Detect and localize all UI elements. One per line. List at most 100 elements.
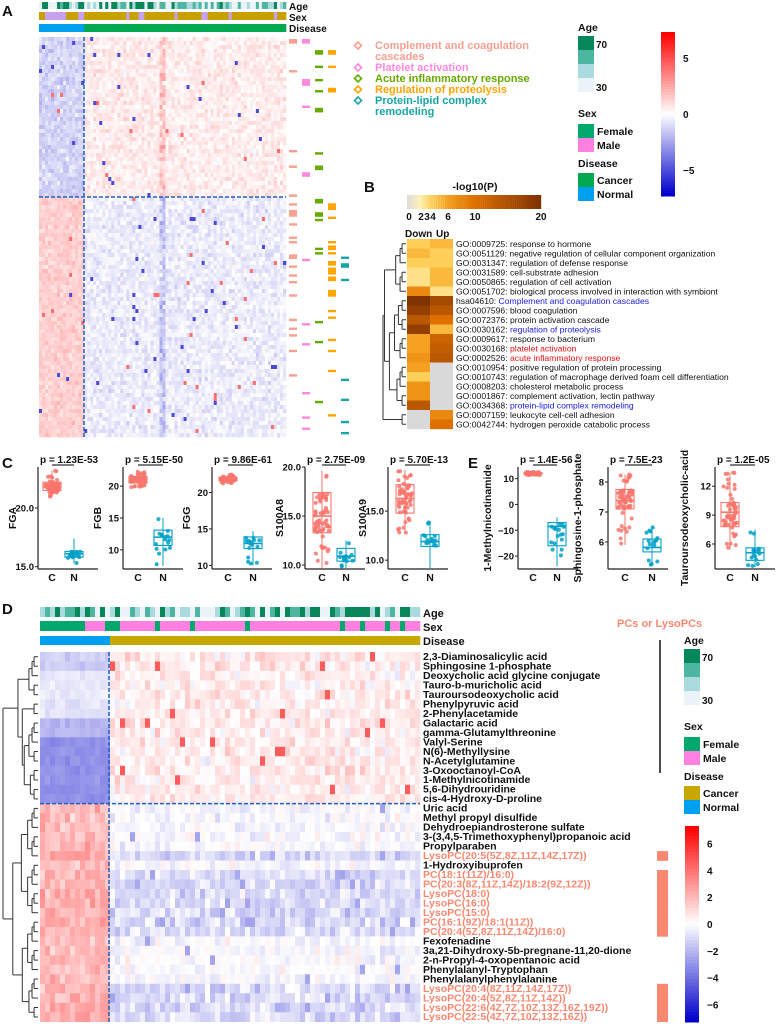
heatmap-a-cell <box>66 133 70 138</box>
heatmap-a-cell <box>234 133 239 138</box>
heatmap-a-cell <box>165 257 169 262</box>
heatmap-a-cell <box>54 233 58 238</box>
heatmap-a-cell <box>120 61 124 66</box>
heatmap-a-cell <box>213 233 218 238</box>
heatmap-a-cell <box>135 209 139 214</box>
heatmap-a-cell <box>219 197 224 202</box>
heatmap-a-cell <box>204 149 208 154</box>
heatmap-a-cell <box>267 45 272 50</box>
heatmap-a-cell <box>216 249 221 254</box>
heatmap-a-cell <box>99 49 103 54</box>
heatmap-a-cell <box>102 181 106 186</box>
heatmap-a-cell <box>243 45 248 50</box>
heatmap-a-cell <box>180 185 184 190</box>
heatmap-a-cell <box>138 161 142 166</box>
heatmap-a-cell <box>93 189 97 194</box>
heatmap-a-cell <box>168 149 172 154</box>
heatmap-a-cell <box>114 181 118 186</box>
heatmap-a-cell <box>255 105 260 110</box>
heatmap-a-cell <box>216 145 221 150</box>
heatmap-a-cell <box>45 237 49 242</box>
heatmap-a-cell <box>96 213 100 218</box>
heatmap-a-cell <box>123 177 127 182</box>
heatmap-a-cell <box>69 61 73 66</box>
heatmap-a-cell <box>60 77 64 82</box>
heatmap-a-cell <box>51 129 55 134</box>
heatmap-a-cell <box>153 221 157 226</box>
heatmap-a-cell <box>162 241 166 246</box>
heatmap-a-cell <box>39 101 43 106</box>
heatmap-a-cell <box>60 53 64 58</box>
heatmap-a-cell <box>66 197 70 202</box>
heatmap-a-cell <box>168 113 172 118</box>
heatmap-a-cell <box>186 213 190 218</box>
heatmap-a-cell <box>72 133 76 138</box>
heatmap-a-cell <box>186 165 190 170</box>
disease-annotation-cell <box>219 24 224 32</box>
heatmap-a-cell <box>174 141 178 146</box>
heatmap-a-cell <box>81 137 85 142</box>
heatmap-a-cell <box>111 237 115 242</box>
heatmap-a-cell <box>45 189 49 194</box>
heatmap-a-cell <box>177 49 181 54</box>
heatmap-a-cell <box>72 145 76 150</box>
heatmap-a-cell <box>279 189 284 194</box>
heatmap-a-cell <box>210 245 215 250</box>
heatmap-a-cell <box>255 253 260 258</box>
heatmap-a-cell <box>177 53 181 58</box>
heatmap-a-cell <box>198 153 202 158</box>
heatmap-a-cell <box>237 101 242 106</box>
heatmap-a-cell <box>282 129 287 134</box>
heatmap-a-cell <box>216 169 221 174</box>
heatmap-a-cell <box>72 173 76 178</box>
heatmap-a-cell <box>48 261 52 266</box>
heatmap-a-cell <box>198 117 202 122</box>
heatmap-a-cell <box>75 169 79 174</box>
heatmap-a-cell <box>228 93 233 98</box>
heatmap-a-cell <box>282 225 287 230</box>
heatmap-a-cell <box>111 141 115 146</box>
heatmap-a-cell <box>261 253 266 258</box>
heatmap-a-cell <box>183 185 187 190</box>
heatmap-a-cell <box>99 53 103 58</box>
heatmap-a-cell <box>93 49 97 54</box>
heatmap-a-cell <box>156 257 160 262</box>
heatmap-a-cell <box>45 121 49 126</box>
heatmap-a-cell <box>72 65 76 70</box>
heatmap-a-cell <box>81 89 85 94</box>
sex-annotation-cell <box>276 12 281 20</box>
heatmap-a-cell <box>273 121 278 126</box>
heatmap-a-cell <box>135 77 139 82</box>
heatmap-a-cell <box>168 265 172 270</box>
heatmap-a-cell <box>48 265 52 270</box>
heatmap-a-cell <box>135 185 139 190</box>
heatmap-a-cell <box>84 137 88 142</box>
heatmap-a-cell <box>132 261 136 266</box>
age-annotation-cell <box>174 2 178 9</box>
heatmap-a-cell <box>132 161 136 166</box>
heatmap-a-cell <box>135 245 139 250</box>
heatmap-a-cell <box>261 221 266 226</box>
heatmap-a-cell <box>213 205 218 210</box>
heatmap-a-cell <box>90 149 94 154</box>
heatmap-a-cell <box>210 45 215 50</box>
heatmap-a-cell <box>276 85 281 90</box>
heatmap-a-cell <box>120 185 124 190</box>
heatmap-a-cell <box>144 205 148 210</box>
heatmap-a-cell <box>189 193 193 198</box>
heatmap-a-cell <box>231 253 236 258</box>
heatmap-a-cell <box>93 213 97 218</box>
heatmap-a-cell <box>48 229 52 234</box>
heatmap-a-cell <box>243 113 248 118</box>
heatmap-a-cell <box>150 73 154 78</box>
heatmap-a-cell <box>159 141 163 146</box>
heatmap-a-cell <box>153 177 157 182</box>
heatmap-a-cell <box>186 201 190 206</box>
heatmap-a-cell <box>183 73 187 78</box>
age-annotation-cell <box>96 2 100 9</box>
heatmap-a-cell <box>132 189 136 194</box>
heatmap-a-cell <box>81 101 85 106</box>
heatmap-a-cell <box>84 93 88 98</box>
sex-annotation-cell <box>243 12 248 20</box>
heatmap-a-cell <box>108 249 112 254</box>
